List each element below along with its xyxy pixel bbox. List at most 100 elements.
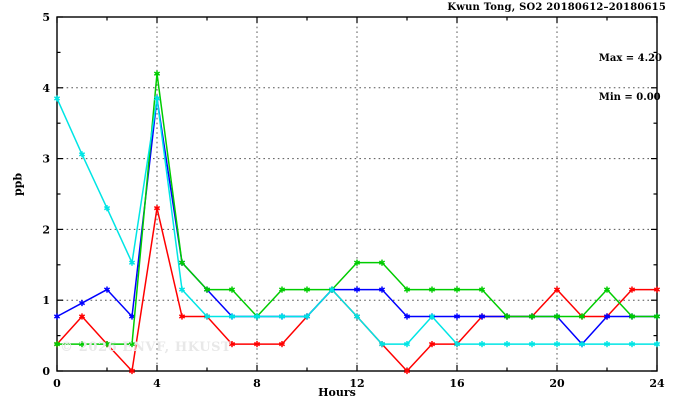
chart-title: Kwun Tong, SO2 20180612–20180615 [447, 2, 666, 13]
marker-stroke [453, 287, 461, 292]
marker-stroke [78, 300, 86, 306]
data-point-marker [303, 313, 311, 320]
x-tick-label: 12 [349, 377, 364, 390]
data-point-marker [278, 313, 286, 320]
marker-stroke [428, 314, 436, 319]
data-point-marker [228, 340, 236, 348]
y-tick-label: 3 [42, 153, 50, 166]
data-point-marker [378, 340, 386, 348]
data-point-marker [53, 340, 61, 348]
marker-stroke [253, 314, 261, 319]
data-point-marker [428, 340, 436, 348]
data-point-marker [478, 313, 486, 320]
marker-stroke [378, 287, 386, 292]
data-point-marker [103, 340, 111, 348]
data-point-marker [153, 95, 161, 102]
data-point-marker [103, 205, 111, 212]
x-tick-label: 4 [153, 377, 161, 390]
data-point-marker [478, 286, 486, 293]
data-point-marker [303, 286, 311, 293]
data-point-marker [578, 340, 586, 348]
marker-stroke [353, 314, 361, 319]
data-point-marker [503, 313, 511, 320]
marker-stroke [353, 287, 361, 292]
marker-stroke [453, 341, 461, 347]
marker-stroke [178, 314, 186, 319]
x-axis-label: Hours [318, 386, 356, 399]
max-value-label: Max = 4.20 [598, 53, 662, 64]
data-point-marker [578, 313, 586, 320]
marker-stroke [603, 314, 611, 319]
marker-stroke [603, 341, 611, 347]
data-point-marker [603, 286, 611, 293]
data-point-marker [78, 151, 86, 158]
marker-stroke [353, 260, 361, 265]
data-point-marker [453, 313, 461, 320]
marker-stroke [178, 260, 186, 265]
data-point-marker [128, 367, 136, 375]
marker-stroke [428, 287, 436, 292]
data-point-marker [528, 313, 536, 320]
data-point-marker [253, 313, 261, 320]
data-point-marker [128, 340, 136, 348]
marker-stroke [103, 205, 111, 211]
data-point-marker [603, 340, 611, 348]
data-point-marker [228, 313, 236, 320]
marker-stroke [153, 71, 161, 76]
data-point-marker [653, 340, 661, 348]
y-tick-label: 2 [42, 223, 50, 236]
data-point-marker [628, 313, 636, 320]
marker-stroke [528, 341, 536, 347]
marker-stroke [403, 368, 411, 374]
marker-stroke [403, 314, 411, 319]
series-line-day4 [56, 97, 657, 345]
data-point-marker [628, 340, 636, 348]
data-point-marker [403, 313, 411, 320]
marker-stroke [628, 287, 636, 292]
y-tick-label: 1 [42, 294, 50, 307]
data-point-marker [353, 286, 361, 293]
marker-stroke [653, 341, 661, 347]
y-axis-label: ppb [11, 172, 25, 197]
marker-stroke [378, 341, 386, 347]
min-value-label: Min = 0.00 [598, 92, 661, 103]
marker-stroke [278, 314, 286, 319]
marker-stroke [528, 314, 536, 319]
marker-stroke [478, 341, 486, 347]
marker-stroke [328, 287, 336, 292]
marker-stroke [78, 314, 86, 319]
marker-stroke [503, 341, 511, 347]
data-point-marker [428, 286, 436, 293]
data-point-marker [103, 286, 111, 293]
marker-stroke [128, 260, 136, 265]
data-point-marker [178, 313, 186, 320]
data-point-marker [528, 340, 536, 348]
data-point-marker [378, 259, 386, 266]
x-tick-label: 0 [53, 377, 61, 390]
marker-stroke [128, 368, 136, 374]
data-point-marker [178, 259, 186, 266]
series-line-day2 [56, 97, 657, 345]
marker-stroke [578, 314, 586, 319]
marker-stroke [228, 341, 236, 347]
data-point-marker [553, 286, 561, 293]
marker-stroke [278, 287, 286, 292]
marker-stroke [478, 314, 486, 319]
marker-stroke [103, 341, 111, 347]
x-tick-label: 16 [449, 377, 465, 390]
marker-stroke [53, 314, 61, 319]
marker-stroke [653, 314, 661, 319]
data-point-marker [153, 70, 161, 77]
marker-stroke [303, 287, 311, 292]
data-point-marker [78, 313, 86, 320]
data-point-marker [128, 259, 136, 266]
data-point-marker [153, 205, 161, 212]
data-point-marker [78, 340, 86, 348]
marker-stroke [653, 287, 661, 292]
marker-stroke [303, 314, 311, 319]
marker-stroke [178, 287, 186, 292]
data-point-marker [428, 313, 436, 320]
data-point-marker [53, 313, 61, 320]
stats-annotation-box: Max = 4.20 Min = 0.00 [599, 26, 662, 130]
